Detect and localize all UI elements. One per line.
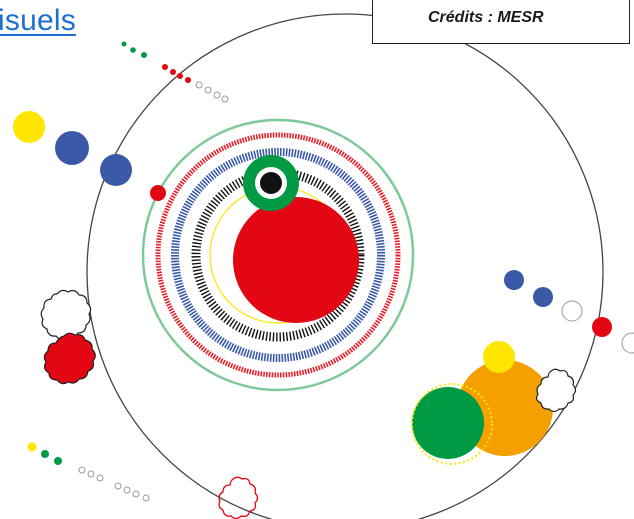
red-planet-right bbox=[592, 317, 612, 337]
outer-orbit-ring bbox=[86, 13, 604, 519]
black-dashed-ring bbox=[191, 168, 365, 342]
central-red-circle bbox=[233, 197, 359, 323]
bottom-dot-trail bbox=[27, 442, 150, 502]
red-cog-planet bbox=[43, 332, 96, 385]
credits-text: Crédits : MESR bbox=[428, 9, 544, 26]
top-dot-trail bbox=[121, 41, 229, 103]
blue-planet-3 bbox=[504, 270, 524, 290]
green-planet-black-core bbox=[260, 172, 282, 194]
white-cog-planet-right bbox=[535, 368, 577, 413]
yellow-dotted-orbit bbox=[411, 383, 493, 465]
red-hatched-ring bbox=[155, 132, 401, 378]
small-red-planet bbox=[150, 185, 166, 201]
bottom-cog-outline bbox=[218, 476, 259, 519]
yellow-planet bbox=[13, 111, 45, 143]
green-planet-bottom bbox=[412, 387, 484, 459]
white-cog-planet bbox=[40, 289, 92, 340]
blue-planet-1 bbox=[55, 131, 89, 165]
green-ring bbox=[141, 118, 415, 392]
visuels-link[interactable]: isuels bbox=[0, 4, 76, 37]
blue-planet-2 bbox=[100, 154, 132, 186]
white-outline-planet bbox=[561, 300, 583, 322]
yellow-planet-small bbox=[483, 341, 515, 373]
credits-box: Crédits : MESR bbox=[372, 0, 630, 44]
blue-planet-4 bbox=[533, 287, 553, 307]
white-outline-planet-edge bbox=[621, 332, 634, 354]
blue-hatched-ring bbox=[171, 148, 385, 362]
